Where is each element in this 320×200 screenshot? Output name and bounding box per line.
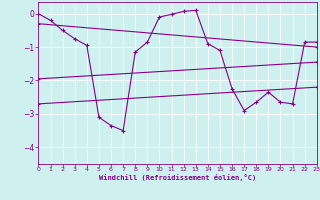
- X-axis label: Windchill (Refroidissement éolien,°C): Windchill (Refroidissement éolien,°C): [99, 174, 256, 181]
